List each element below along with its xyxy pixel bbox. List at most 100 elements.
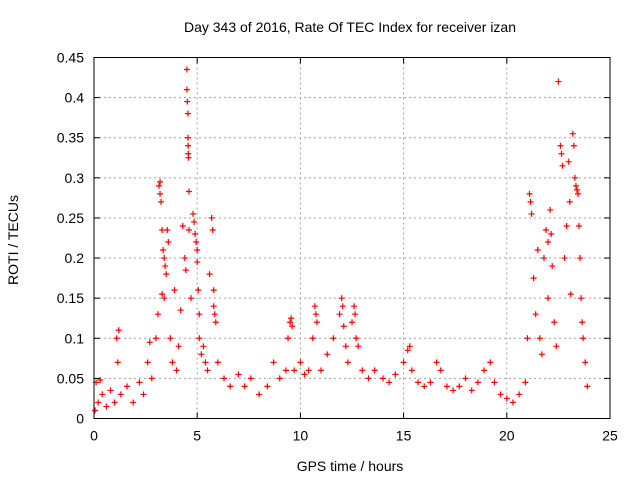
data-point <box>572 182 579 189</box>
data-point <box>559 162 566 169</box>
data-point <box>567 291 574 298</box>
data-point <box>309 335 316 342</box>
data-point <box>365 375 372 382</box>
y-axis-label: ROTI / TECUs <box>5 195 21 285</box>
data-point <box>545 239 552 246</box>
data-point <box>204 367 211 374</box>
data-point <box>516 391 523 398</box>
data-point <box>340 323 347 330</box>
data-point <box>167 335 174 342</box>
data-point <box>192 230 199 237</box>
data-point <box>107 387 114 394</box>
data-point <box>318 367 325 374</box>
data-point <box>148 375 155 382</box>
data-point <box>349 319 355 326</box>
data-point <box>528 210 535 217</box>
data-point <box>450 387 457 394</box>
data-point <box>270 359 277 366</box>
data-point <box>144 359 151 366</box>
x-axis-label: GPS time / hours <box>297 458 404 474</box>
data-point <box>566 198 573 205</box>
data-point <box>576 222 583 229</box>
data-point <box>209 226 216 233</box>
data-point <box>291 367 298 374</box>
data-point <box>443 383 450 390</box>
data-point <box>241 383 248 390</box>
data-point <box>540 255 547 262</box>
data-point <box>406 343 413 350</box>
data-point <box>183 66 190 73</box>
y-tick-label: 0.3 <box>65 170 85 186</box>
data-point <box>287 319 294 326</box>
data-point <box>161 255 168 262</box>
data-point <box>165 239 172 246</box>
data-point <box>117 391 124 398</box>
data-point <box>408 367 415 374</box>
data-point <box>184 110 191 117</box>
data-point <box>569 130 576 137</box>
data-point <box>113 335 120 342</box>
data-point <box>400 359 407 366</box>
data-point <box>146 339 153 346</box>
data-point <box>194 259 201 266</box>
data-point <box>551 319 558 326</box>
data-point <box>584 383 591 390</box>
data-point <box>208 214 215 221</box>
data-point <box>522 379 529 386</box>
data-point <box>536 335 543 342</box>
data-point <box>162 263 169 270</box>
y-tick-label: 0.1 <box>65 330 85 346</box>
data-point <box>474 379 481 386</box>
data-point <box>534 247 541 254</box>
data-point <box>191 218 198 225</box>
x-axis-ticks: 0 5 10 15 20 25 <box>90 57 618 444</box>
data-point <box>212 319 219 326</box>
data-point <box>563 222 570 229</box>
data-point <box>115 327 122 334</box>
data-point <box>301 371 308 378</box>
data-point <box>547 206 554 213</box>
data-point <box>200 343 207 350</box>
data-point <box>353 335 360 342</box>
data-point <box>344 359 351 366</box>
data-point <box>154 311 161 318</box>
data-point <box>503 395 510 402</box>
data-point <box>97 376 104 383</box>
data-point <box>114 359 121 366</box>
data-point <box>179 222 186 229</box>
data-point <box>553 343 560 350</box>
data-point <box>185 188 192 195</box>
data-point <box>481 367 488 374</box>
data-point <box>509 399 516 406</box>
data-point <box>421 383 428 390</box>
data-point <box>95 399 102 406</box>
data-point <box>359 367 366 374</box>
data-point <box>256 391 263 398</box>
grid-lines <box>94 57 610 419</box>
data-point <box>185 142 192 149</box>
data-point <box>558 150 565 157</box>
data-point <box>297 359 304 366</box>
data-point <box>487 359 494 366</box>
x-tick-label: 20 <box>499 428 515 444</box>
data-point <box>160 247 167 254</box>
data-point <box>111 399 118 406</box>
data-point <box>227 383 234 390</box>
data-point <box>288 315 295 322</box>
data-point <box>264 383 271 390</box>
data-point <box>404 347 411 354</box>
data-point <box>140 391 147 398</box>
data-point <box>527 198 534 205</box>
data-point <box>577 255 584 262</box>
data-point <box>548 230 555 237</box>
data-point <box>276 375 283 382</box>
data-point <box>491 379 498 386</box>
data-point <box>555 78 562 85</box>
data-point <box>183 86 190 93</box>
data-point <box>221 375 228 382</box>
data-point <box>193 239 200 246</box>
data-point <box>311 303 318 310</box>
data-point <box>159 291 166 298</box>
data-point <box>169 359 176 366</box>
